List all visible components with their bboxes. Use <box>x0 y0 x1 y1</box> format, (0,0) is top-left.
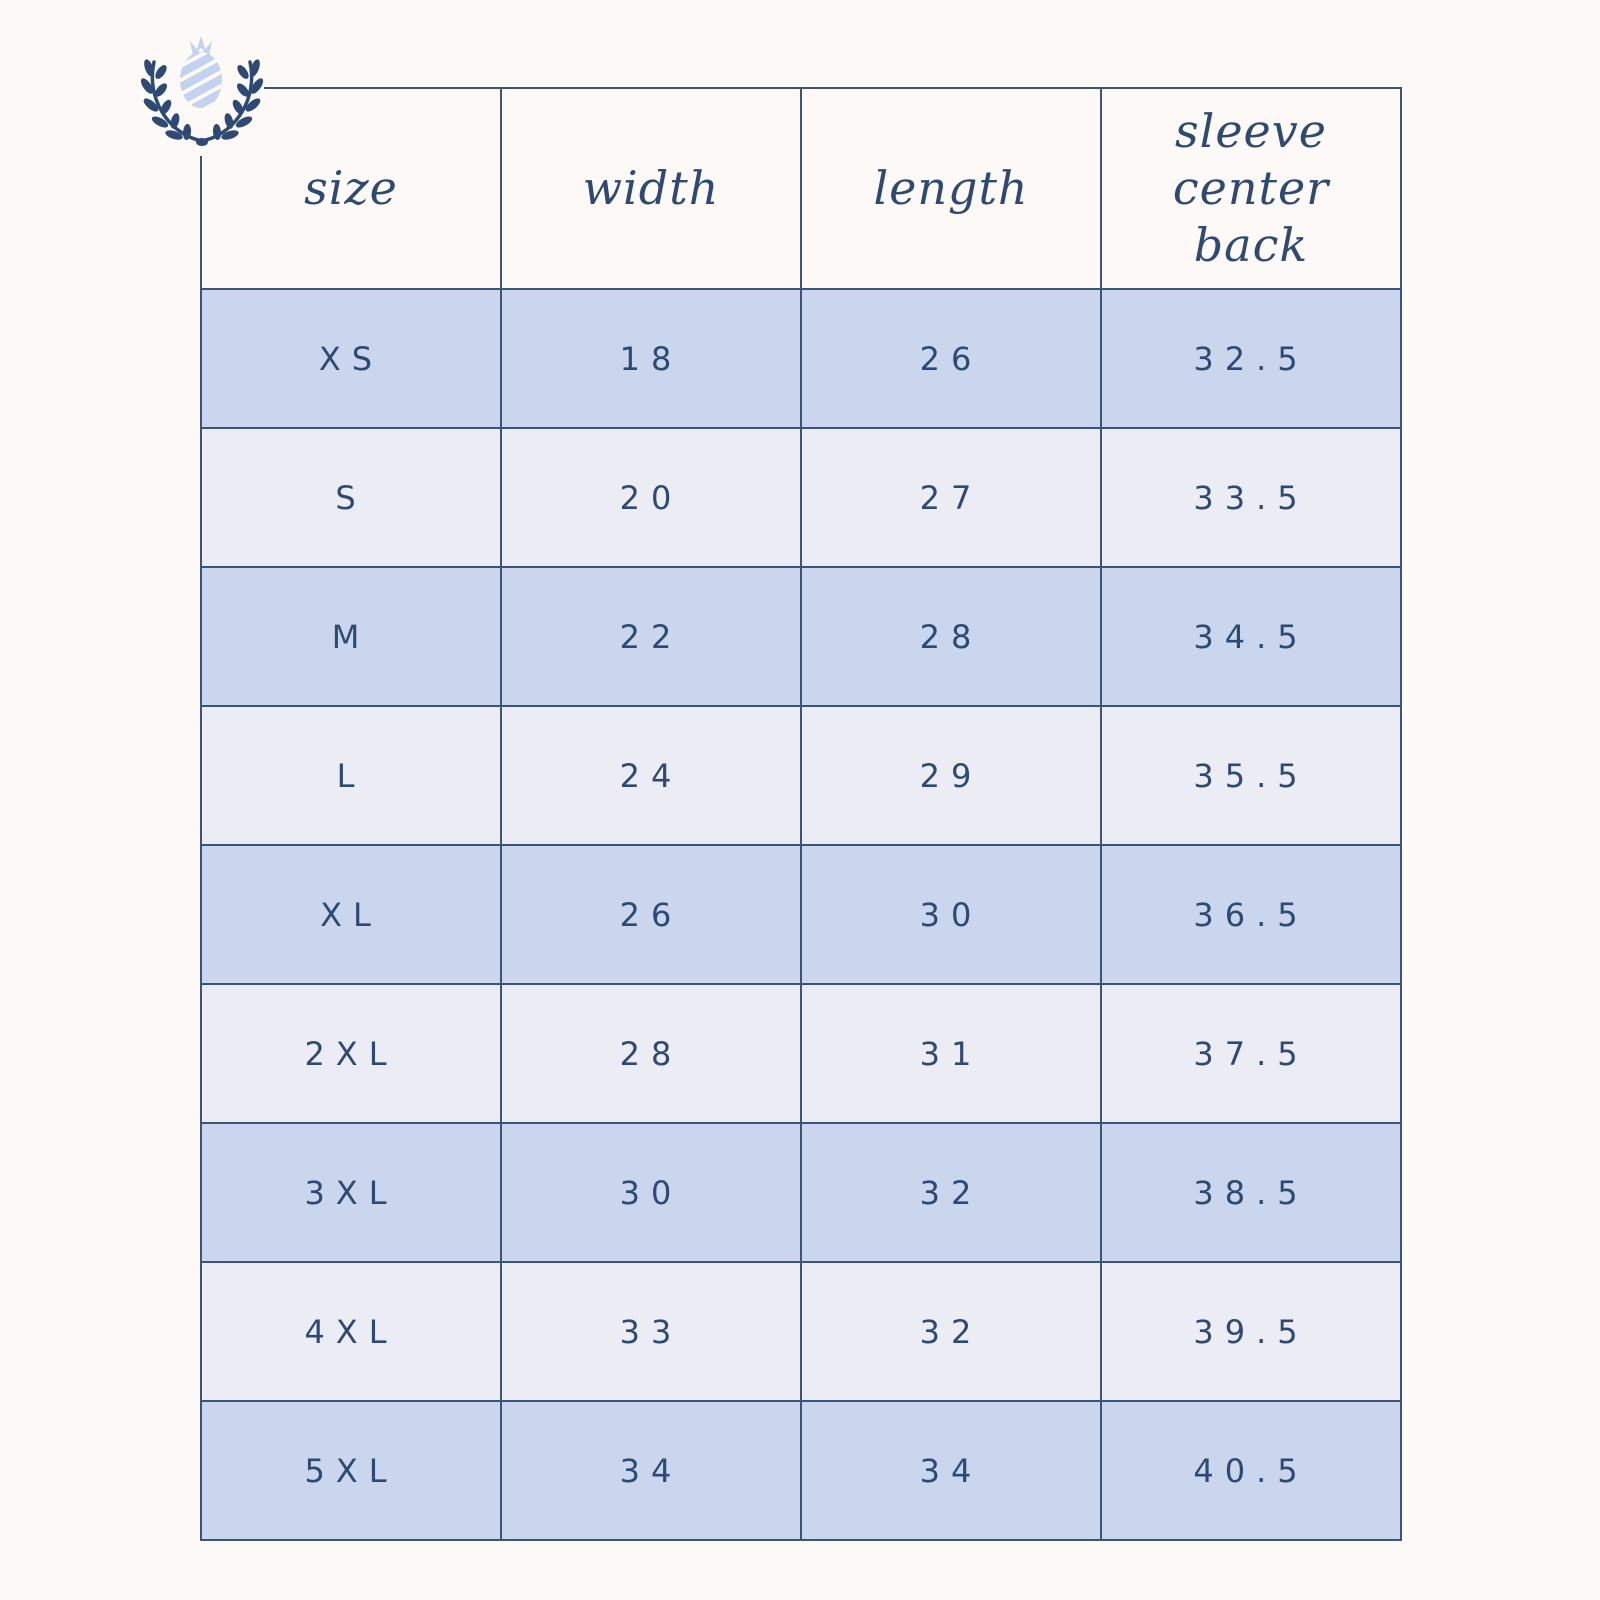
cell-width: 20 <box>500 427 802 568</box>
cell-length: 31 <box>800 983 1102 1124</box>
cell-width: 22 <box>500 566 802 707</box>
cell-sleeve: 34.5 <box>1100 566 1402 707</box>
table-row: S 20 27 33.5 <box>200 427 1402 568</box>
table-row: 2XL 28 31 37.5 <box>200 983 1402 1124</box>
cell-size: S <box>200 427 502 568</box>
cell-sleeve: 40.5 <box>1100 1400 1402 1541</box>
size-chart-table: size width length sleeve center back XS … <box>200 87 1402 1541</box>
table-row: L 24 29 35.5 <box>200 705 1402 846</box>
table-row: M 22 28 34.5 <box>200 566 1402 707</box>
cell-sleeve: 33.5 <box>1100 427 1402 568</box>
cell-sleeve: 35.5 <box>1100 705 1402 846</box>
cell-width: 18 <box>500 288 802 429</box>
cell-length: 26 <box>800 288 1102 429</box>
table-row: 4XL 33 32 39.5 <box>200 1261 1402 1402</box>
cell-sleeve: 36.5 <box>1100 844 1402 985</box>
cell-size: 3XL <box>200 1122 502 1263</box>
cell-size: L <box>200 705 502 846</box>
table-row: 3XL 30 32 38.5 <box>200 1122 1402 1263</box>
cell-width: 34 <box>500 1400 802 1541</box>
table-row: XS 18 26 32.5 <box>200 288 1402 429</box>
cell-length: 30 <box>800 844 1102 985</box>
header-width: width <box>500 87 802 290</box>
cell-length: 28 <box>800 566 1102 707</box>
table-row: XL 26 30 36.5 <box>200 844 1402 985</box>
cell-length: 34 <box>800 1400 1102 1541</box>
cell-width: 24 <box>500 705 802 846</box>
cell-size: XS <box>200 288 502 429</box>
cell-size: M <box>200 566 502 707</box>
cell-length: 27 <box>800 427 1102 568</box>
header-length: length <box>800 87 1102 290</box>
cell-size: 4XL <box>200 1261 502 1402</box>
cell-width: 33 <box>500 1261 802 1402</box>
cell-length: 29 <box>800 705 1102 846</box>
cell-sleeve: 38.5 <box>1100 1122 1402 1263</box>
cell-length: 32 <box>800 1261 1102 1402</box>
cell-length: 32 <box>800 1122 1102 1263</box>
cell-size: 2XL <box>200 983 502 1124</box>
header-sleeve-center-back: sleeve center back <box>1100 87 1402 290</box>
cell-sleeve: 39.5 <box>1100 1261 1402 1402</box>
cell-sleeve: 37.5 <box>1100 983 1402 1124</box>
table-header-row: size width length sleeve center back <box>200 87 1402 290</box>
cell-width: 30 <box>500 1122 802 1263</box>
cell-sleeve: 32.5 <box>1100 288 1402 429</box>
cell-size: XL <box>200 844 502 985</box>
cell-width: 26 <box>500 844 802 985</box>
table-row: 5XL 34 34 40.5 <box>200 1400 1402 1541</box>
cell-size: 5XL <box>200 1400 502 1541</box>
pineapple-laurel-icon <box>140 28 264 156</box>
cell-width: 28 <box>500 983 802 1124</box>
